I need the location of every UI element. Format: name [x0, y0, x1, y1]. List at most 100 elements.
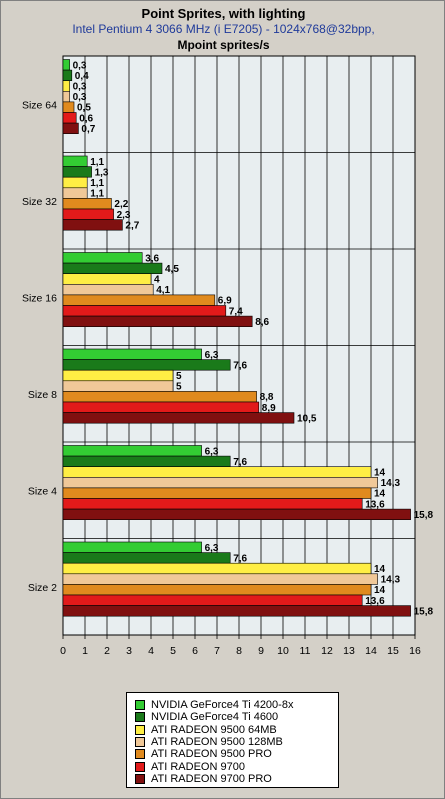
bar — [62, 412, 295, 424]
data-label: 1,1 — [90, 178, 104, 189]
data-label: 6,3 — [205, 350, 219, 361]
data-label: 0,3 — [73, 92, 87, 103]
data-label: 10,5 — [297, 413, 317, 424]
legend-label: ATI RADEON 9500 128MB — [151, 736, 283, 749]
bar — [62, 359, 231, 371]
category-label: Size 4 — [28, 485, 57, 497]
bar — [62, 562, 372, 575]
data-label: 8,6 — [255, 317, 269, 328]
data-label: 0,3 — [73, 60, 87, 71]
bar — [62, 541, 202, 553]
data-label: 0,3 — [73, 82, 87, 93]
bar — [62, 348, 202, 360]
legend-swatch — [135, 749, 145, 760]
data-label: 1,1 — [90, 189, 104, 200]
bar — [62, 208, 114, 220]
data-label: 5 — [176, 371, 182, 382]
tick-label: 13 — [343, 645, 355, 657]
bar — [62, 283, 154, 296]
bar — [62, 487, 372, 499]
bar — [62, 91, 70, 103]
category-label: Size 16 — [22, 292, 57, 304]
legend-swatch — [135, 700, 145, 711]
bar — [62, 294, 216, 306]
data-label: 1,3 — [95, 167, 109, 178]
data-label: 4,5 — [165, 264, 179, 275]
data-label: 0,6 — [79, 113, 93, 124]
bar — [62, 605, 411, 617]
bar — [62, 122, 79, 134]
bar — [62, 80, 70, 92]
tick-label: 15 — [387, 645, 399, 657]
data-label: 5 — [176, 382, 182, 393]
data-label: 14 — [374, 468, 386, 479]
bar — [62, 573, 378, 585]
data-label: 15,8 — [414, 510, 434, 521]
chart-subtitle: Intel Pentium 4 3066 MHz (i E7205) - 102… — [72, 22, 375, 36]
data-label: 7,4 — [229, 306, 243, 317]
data-label: 6,9 — [218, 296, 232, 307]
legend-entry: NVIDIA GeForce4 Ti 4200-8x — [127, 699, 338, 711]
data-label: 2,2 — [114, 199, 128, 210]
bar — [62, 59, 70, 71]
legend-swatch — [135, 712, 145, 723]
bar — [62, 305, 227, 317]
legend-label: ATI RADEON 9700 PRO — [151, 772, 272, 785]
bar — [62, 252, 143, 264]
data-label: 14,3 — [381, 575, 401, 586]
data-label: 13,6 — [365, 596, 385, 607]
bar — [62, 198, 112, 210]
data-label: 3,6 — [145, 253, 159, 264]
legend-entry: ATI RADEON 9700 PRO — [127, 773, 338, 785]
bar — [62, 315, 253, 328]
category-label: Size 64 — [22, 99, 57, 111]
bar — [62, 466, 372, 478]
category-label: Size 8 — [28, 389, 57, 401]
tick-label: 11 — [300, 645, 311, 657]
bar — [62, 445, 202, 457]
legend-entry: NVIDIA GeForce4 Ti 4600 — [127, 711, 338, 723]
bar — [62, 219, 123, 231]
tick-label: 3 — [126, 645, 132, 657]
legend-label: ATI RADEON 9500 PRO — [151, 748, 272, 761]
tick-label: 1 — [82, 645, 88, 657]
bar — [62, 273, 152, 285]
tick-label: 9 — [258, 645, 264, 657]
tick-label: 2 — [104, 645, 110, 657]
bar — [62, 262, 163, 275]
legend-entry: ATI RADEON 9500 64MB — [127, 724, 338, 736]
bar — [62, 584, 372, 596]
data-label: 7,6 — [233, 457, 247, 468]
data-label: 4,1 — [156, 285, 170, 296]
data-label: 8,8 — [260, 392, 274, 403]
legend-swatch — [135, 761, 145, 772]
bar — [62, 552, 231, 564]
data-label: 0,4 — [75, 71, 89, 82]
tick-label: 7 — [214, 645, 220, 657]
data-label: 6,3 — [205, 446, 219, 457]
legend-label: ATI RADEON 9700 — [151, 760, 245, 773]
bar — [62, 69, 73, 81]
tick-label: 10 — [277, 645, 289, 657]
legend-entry: ATI RADEON 9500 128MB — [127, 736, 338, 748]
legend-swatch — [135, 724, 145, 735]
data-label: 1,1 — [90, 157, 104, 168]
data-label: 14 — [374, 585, 386, 596]
data-label: 8,9 — [262, 403, 276, 414]
bar — [62, 101, 75, 113]
bar — [62, 401, 260, 413]
bar — [62, 498, 363, 510]
tick-label: 14 — [365, 645, 377, 657]
legend-swatch — [135, 773, 145, 784]
legend-label: ATI RADEON 9500 64MB — [151, 723, 277, 736]
legend-entry: ATI RADEON 9500 PRO — [127, 748, 338, 760]
data-label: 4 — [154, 275, 160, 286]
data-label: 15,8 — [414, 606, 434, 617]
bar — [62, 455, 231, 468]
data-label: 6,3 — [205, 543, 219, 554]
tick-label: 6 — [192, 645, 198, 657]
chart-title: Point Sprites, with lighting — [141, 6, 306, 21]
bar — [62, 594, 363, 606]
data-label: 0,7 — [81, 124, 95, 135]
